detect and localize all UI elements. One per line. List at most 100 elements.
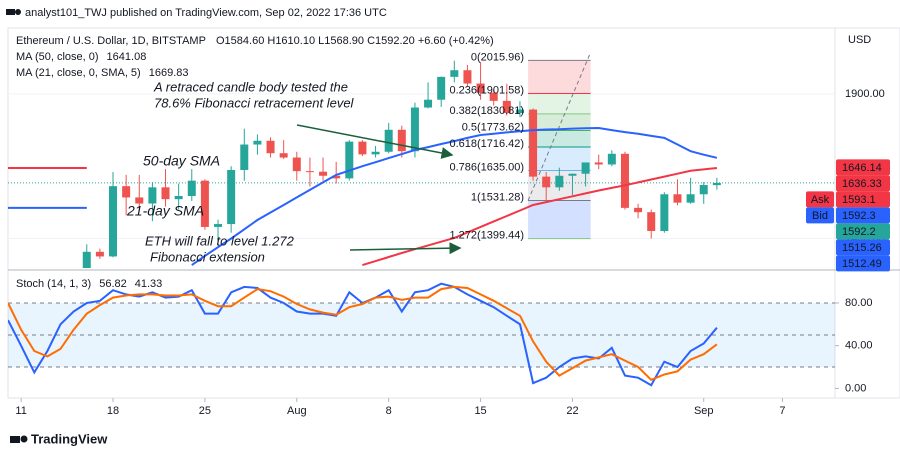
candle-body <box>529 109 538 177</box>
candle-body <box>187 180 196 196</box>
annotation: A retraced candle body tested the <box>153 79 348 94</box>
price-label: 1646.14 <box>842 162 882 174</box>
candle-body <box>673 194 682 203</box>
candle-body <box>345 141 354 179</box>
fib-band <box>528 113 591 131</box>
candle-body <box>647 212 656 231</box>
y-tick-label: 0.00 <box>845 382 866 394</box>
price-label: 1593.1 <box>842 194 876 206</box>
price-label-box <box>836 239 890 256</box>
arrow <box>296 124 454 159</box>
candle-body <box>292 157 301 172</box>
price-label-box <box>836 191 890 208</box>
candle-body <box>555 175 564 188</box>
y-tick-label: 1900.00 <box>845 88 885 100</box>
candle-body <box>200 180 209 227</box>
candle-body <box>542 176 551 188</box>
stoch-pane <box>8 282 835 387</box>
fib-band <box>528 147 591 171</box>
annotation: 78.6% Fibonacci retracement level <box>154 95 355 110</box>
fib-label: 0.5(1773.62) <box>462 121 524 133</box>
x-tick-label: Sep <box>694 405 714 417</box>
legend-value: 41.33 <box>135 278 163 290</box>
legend-value: 56.82 <box>99 278 127 290</box>
price-label-box <box>836 255 890 272</box>
overlay: Ethereum / U.S. Dollar, 1D, BITSTAMP O15… <box>16 34 871 290</box>
price-label-box <box>836 159 890 176</box>
candle-body <box>82 251 91 268</box>
publisher-logo <box>6 9 21 15</box>
candle-body <box>227 169 236 225</box>
legend-value: 1669.83 <box>149 67 189 79</box>
fib-label: 1.272(1399.44) <box>449 230 524 242</box>
candle-body <box>489 92 498 101</box>
legend-name: MA (50, close, 0) <box>16 51 99 63</box>
x-tick-label: 25 <box>199 405 211 417</box>
candle-body <box>122 186 131 198</box>
tag-box <box>806 191 834 208</box>
fib-label: 0(2015.96) <box>471 51 524 63</box>
candle-body <box>712 182 721 186</box>
annotation: ETH will fall to level 1.272 <box>145 233 295 248</box>
price-label: 1512.49 <box>842 258 882 270</box>
candle-body <box>634 207 643 213</box>
price-label: 1515.26 <box>842 242 882 254</box>
legend-name: MA (21, close, 0, SMA, 5) <box>16 67 141 79</box>
candle-body <box>240 144 249 170</box>
candle-body <box>279 153 288 158</box>
candle-body <box>135 197 144 204</box>
x-tick-label: 22 <box>566 405 578 417</box>
y-tick-label: 80.00 <box>845 297 873 309</box>
candle-body <box>437 76 446 100</box>
y-tick-label: 40.00 <box>845 340 873 352</box>
candle-body <box>384 129 393 152</box>
candle-body <box>397 129 406 152</box>
fib-label: 0.236(1901.58) <box>449 84 524 96</box>
candle-body <box>332 175 341 179</box>
moving-average <box>8 167 718 267</box>
candle-body <box>161 187 170 200</box>
arrow <box>349 242 462 255</box>
x-tick-label: 11 <box>15 405 26 417</box>
candle-body <box>109 186 118 257</box>
candle-body <box>699 185 708 195</box>
candle-body <box>660 194 669 231</box>
currency: USD <box>848 34 871 46</box>
price-label-box <box>836 207 890 224</box>
candle-body <box>174 196 183 200</box>
price-label: 1592.3 <box>842 210 876 222</box>
ohlc: O1584.60 H1610.10 L1568.90 C1592.20 +6.6… <box>216 35 494 47</box>
candle-body <box>358 141 367 155</box>
fib-label: 0.786(1635.00) <box>449 161 524 173</box>
candle-body <box>305 171 314 173</box>
price-label-box <box>836 175 890 192</box>
tag-box <box>806 207 834 224</box>
candle-body <box>686 194 695 203</box>
price-label: 1636.33 <box>842 178 882 190</box>
fib-label: 0.382(1830.81) <box>449 105 524 117</box>
candle-body <box>607 153 616 165</box>
tag-label: Ask <box>811 194 830 206</box>
candle-body <box>266 140 275 154</box>
fib-band <box>528 60 591 94</box>
x-tick-label: 18 <box>107 405 119 417</box>
candle-body <box>502 100 511 114</box>
candle-body <box>594 162 603 165</box>
legend-value: 1641.08 <box>107 51 147 63</box>
symbol-title: Ethereum / U.S. Dollar, 1D, BITSTAMP <box>16 35 206 47</box>
frame <box>7 27 900 399</box>
annotation: Fibonacci extension <box>150 249 265 264</box>
x-tick-label: 8 <box>386 405 392 417</box>
price-pane <box>8 52 835 268</box>
publisher: analyst101_TWJ published on TradingView.… <box>25 7 387 19</box>
footer-logo <box>10 435 28 443</box>
candle-body <box>253 140 262 145</box>
x-tick-label: Aug <box>287 405 307 417</box>
fib-label: 1(1531.28) <box>471 191 524 203</box>
candle-body <box>568 173 577 176</box>
price-label-box <box>836 223 890 240</box>
candle-body <box>581 162 590 174</box>
stoch-name: Stoch (14, 1, 3) <box>16 278 91 290</box>
fib-band <box>528 93 591 114</box>
candle-body <box>463 70 472 84</box>
